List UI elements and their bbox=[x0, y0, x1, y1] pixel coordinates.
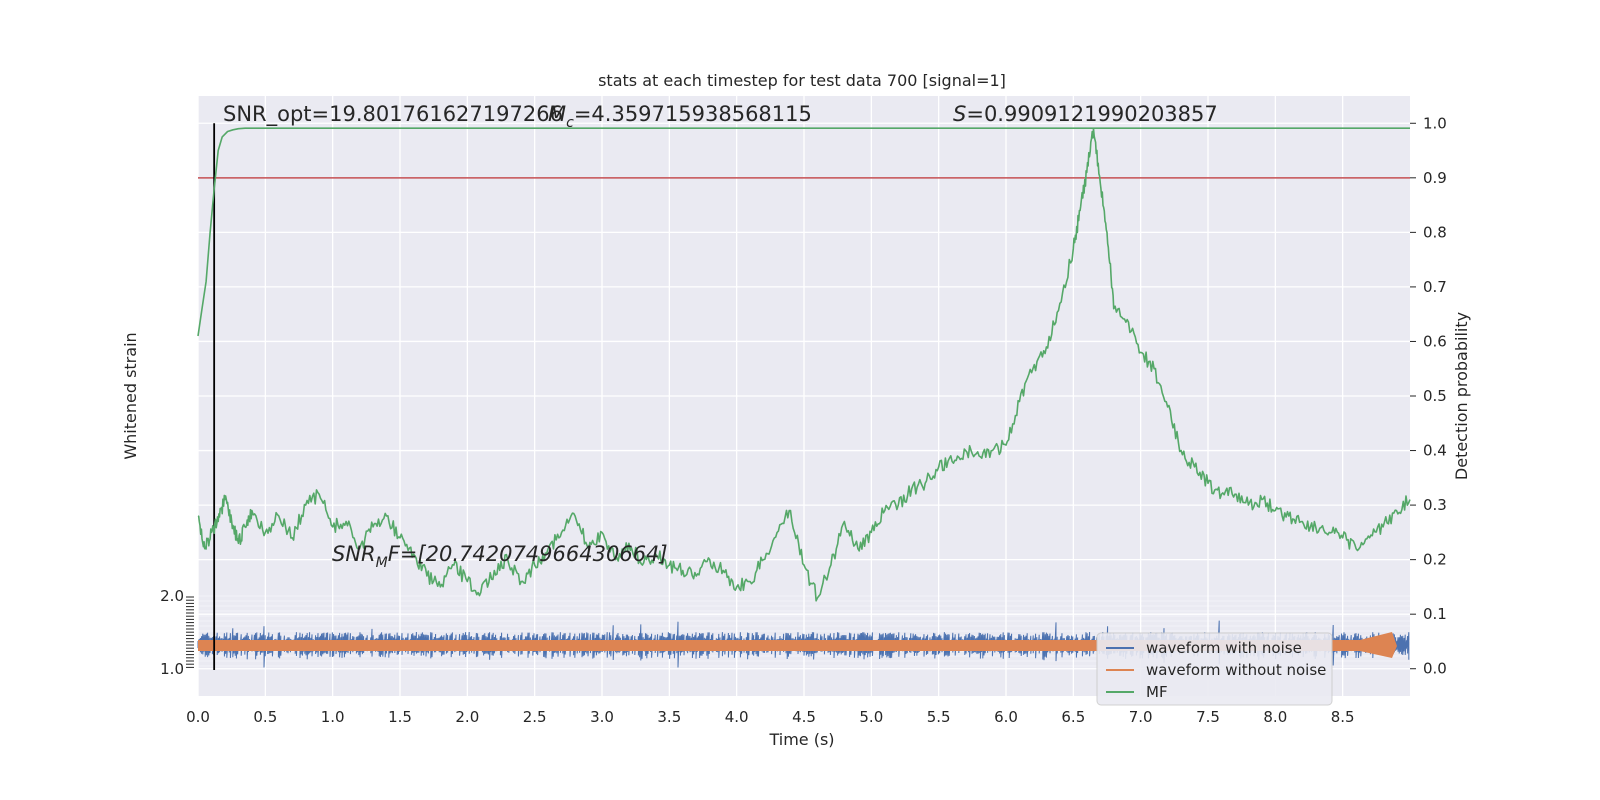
snr-mf-subscript: M bbox=[376, 555, 388, 571]
x-tick-label: 6.5 bbox=[1061, 708, 1085, 726]
y-tick-label: 0.3 bbox=[1423, 496, 1447, 514]
detection-stat-value: =0.9909121990203857 bbox=[966, 102, 1217, 126]
x-tick-label: 8.0 bbox=[1263, 708, 1287, 726]
x-tick-label: 8.5 bbox=[1331, 708, 1355, 726]
chirp-mass-value: =4.359715938568115 bbox=[574, 102, 812, 126]
x-tick-label: 5.5 bbox=[927, 708, 951, 726]
y-tick-label: 0.5 bbox=[1423, 387, 1447, 405]
y-tick-label: 0.0 bbox=[1423, 660, 1447, 678]
y-tick-labels: 0.0 0.1 0.2 0.3 0.4 0.5 0.6 0.7 0.8 0.9 1.0 bbox=[1410, 114, 1447, 678]
chirp-mass-annotation: Mc=4.359715938568115 bbox=[548, 102, 812, 131]
x-tick-label: 7.5 bbox=[1196, 708, 1220, 726]
series-line-mf-1 bbox=[197, 127, 1411, 602]
snr-mf-value: F=[20.742074966430664] bbox=[388, 542, 668, 566]
y-tick-label: 0.7 bbox=[1423, 278, 1447, 296]
snr-mf-symbol: SNR bbox=[332, 542, 376, 566]
x-tick-label: 0.5 bbox=[253, 708, 277, 726]
legend: waveform with noise waveform without nois… bbox=[1096, 632, 1333, 706]
left-tick-label: 2.0 bbox=[160, 587, 184, 605]
x-tick-label: 1.5 bbox=[388, 708, 412, 726]
waveform-without-noise bbox=[198, 632, 1397, 658]
x-tick-label: 5.0 bbox=[859, 708, 883, 726]
chirp-mass-symbol: M bbox=[548, 102, 566, 126]
left-tick-label: 1.0 bbox=[160, 660, 184, 678]
x-axis-label: Time (s) bbox=[768, 730, 834, 749]
legend-label: waveform with noise bbox=[1146, 639, 1302, 657]
y-axis-label-left: Whitened strain bbox=[121, 332, 140, 459]
x-tick-label: 0.0 bbox=[186, 708, 210, 726]
y-tick-label: 0.9 bbox=[1423, 169, 1447, 187]
y-tick-label: 0.2 bbox=[1423, 551, 1447, 569]
x-tick-label: 4.0 bbox=[725, 708, 749, 726]
x-tick-label: 7.0 bbox=[1129, 708, 1153, 726]
chart-title: stats at each timestep for test data 700… bbox=[598, 71, 1006, 90]
chirp-mass-subscript: c bbox=[566, 115, 574, 131]
x-tick-labels: 0.0 0.5 1.0 1.5 2.0 2.5 3.0 3.5 4.0 4.5 5.0 5.5 6.0 6… bbox=[186, 708, 1355, 726]
x-tick-label: 2.5 bbox=[523, 708, 547, 726]
y-tick-label: 0.6 bbox=[1423, 332, 1447, 350]
y-tick-label: 1.0 bbox=[1423, 114, 1447, 132]
legend-label: waveform without noise bbox=[1146, 661, 1326, 679]
legend-label: MF bbox=[1146, 683, 1168, 701]
x-tick-label: 3.5 bbox=[657, 708, 681, 726]
x-tick-label: 3.0 bbox=[590, 708, 614, 726]
detection-stat-annotation: S=0.9909121990203857 bbox=[953, 102, 1218, 126]
y-tick-label: 0.8 bbox=[1423, 223, 1447, 241]
x-tick-label: 2.0 bbox=[455, 708, 479, 726]
lines bbox=[197, 123, 1411, 670]
snr-opt-annotation: SNR_opt=19.801761627197266 bbox=[223, 102, 563, 127]
snr-mf-annotation: SNRMF=[20.742074966430664] bbox=[332, 542, 668, 571]
y-tick-label: 0.4 bbox=[1423, 442, 1447, 460]
y-tick-label: 0.1 bbox=[1423, 605, 1447, 623]
x-tick-label: 6.0 bbox=[994, 708, 1018, 726]
legend-box bbox=[1096, 632, 1333, 706]
left-tick-labels: 2.0 1.0 bbox=[160, 587, 194, 678]
detection-stat-symbol: S bbox=[953, 102, 966, 126]
x-tick-label: 1.0 bbox=[321, 708, 345, 726]
x-tick-label: 4.5 bbox=[792, 708, 816, 726]
y-axis-label-right: Detection probability bbox=[1452, 312, 1471, 480]
series-line-mf-2 bbox=[197, 127, 1410, 337]
